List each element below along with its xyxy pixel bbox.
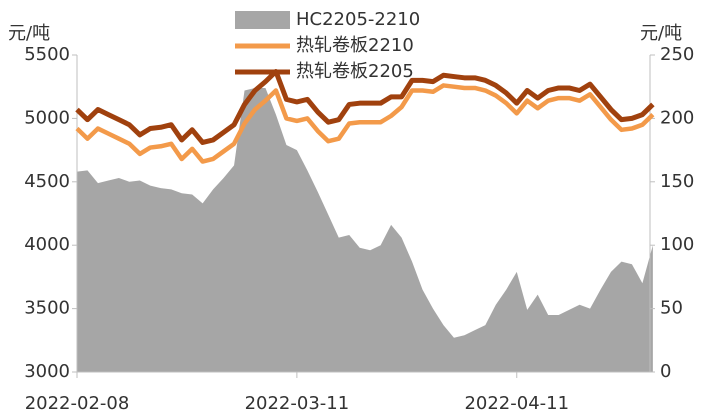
- x-tick-label: 2022-04-11: [464, 393, 569, 414]
- y-unit-right: 元/吨: [640, 23, 682, 44]
- y2-tick-label: 50: [660, 298, 683, 319]
- line: [75, 83, 655, 164]
- y-tick-label: 3500: [24, 298, 70, 319]
- y2-tick-label: 0: [660, 361, 671, 382]
- legend-label: 热轧卷板2210: [296, 35, 414, 56]
- y-tick-label: 3000: [24, 361, 70, 382]
- x-tick-label: 2022-03-11: [245, 393, 350, 414]
- legend-label: 热轧卷板2205: [296, 61, 414, 82]
- y-tick-label: 5500: [24, 44, 70, 65]
- y-tick-label: 5000: [24, 107, 70, 128]
- x-tick-label: 2022-02-08: [25, 393, 130, 414]
- line: [75, 68, 655, 145]
- y-tick-label: 4500: [24, 171, 70, 192]
- y-tick-label: 4000: [24, 234, 70, 255]
- y2-tick-label: 250: [660, 44, 694, 65]
- y2-tick-label: 100: [660, 234, 694, 255]
- area: [77, 87, 653, 372]
- y2-tick-label: 200: [660, 107, 694, 128]
- y2-tick-label: 150: [660, 171, 694, 192]
- y-unit-left: 元/吨: [8, 23, 50, 44]
- legend-label: HC2205-2210: [296, 9, 420, 30]
- legend-swatch: [235, 11, 290, 29]
